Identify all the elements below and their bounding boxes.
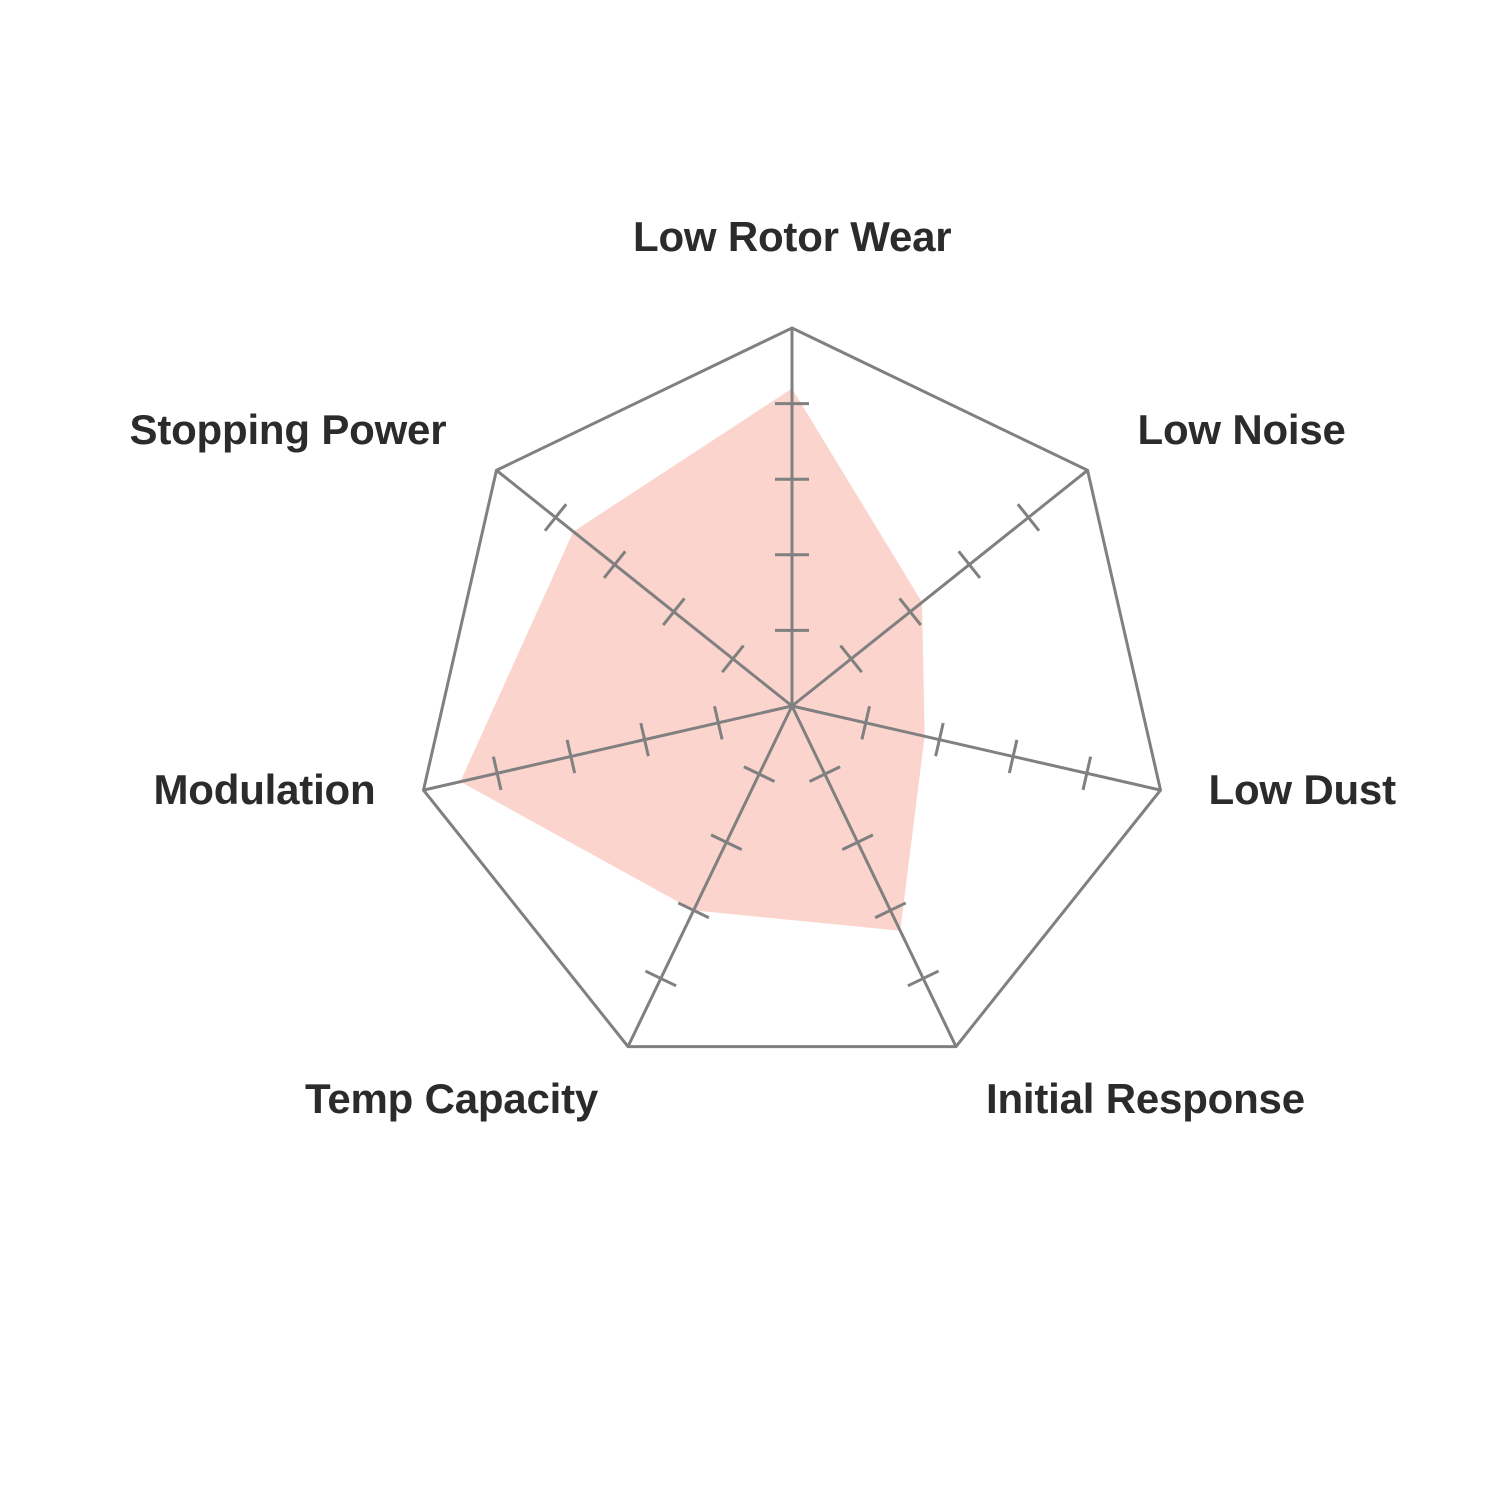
axis-tick-5-4 [491, 756, 503, 791]
series-area-group [460, 388, 925, 931]
radial-axis-6 [495, 469, 793, 708]
axis-tick-3-4 [907, 969, 940, 988]
axis-label-initial-response: Initial Response [986, 1074, 1305, 1122]
axis-tick-6-2 [662, 597, 686, 626]
grid-outline [421, 326, 1163, 1049]
axis-tick-5-2 [639, 722, 650, 757]
series-area-0 [460, 388, 925, 931]
axis-tick-4-1 [743, 765, 776, 783]
axis-tick-1-1 [839, 644, 863, 674]
axis-tick-4-3 [677, 901, 710, 920]
radial-axis-1 [791, 469, 1089, 708]
axis-tick-5-1 [713, 705, 724, 740]
outer-grid-polygon [421, 326, 1163, 1049]
axis-label-low-noise: Low Noise [1137, 406, 1346, 454]
axis-tick-2-1 [860, 705, 871, 740]
axis-tick-6-4 [543, 503, 568, 532]
axis-tick-1-3 [957, 550, 982, 579]
radial-axis-2 [791, 704, 1161, 792]
radial-axis-4 [626, 705, 794, 1048]
axis-tick-4-2 [710, 833, 743, 851]
radial-axis-5 [423, 704, 793, 792]
axis-tick-6-3 [602, 550, 627, 579]
axis-tick-1-2 [898, 597, 922, 626]
axis-tick-3-1 [808, 765, 841, 783]
axis-tick-3-2 [841, 833, 874, 851]
axis-tick-2-3 [1007, 739, 1019, 774]
axis-tick-4-4 [644, 969, 677, 988]
axis-label-low-dust: Low Dust [1208, 766, 1397, 814]
axis-tick-5-3 [565, 739, 577, 774]
axis-tick-6-1 [721, 644, 745, 674]
axis-label-temp-capacity: Temp Capacity [305, 1074, 599, 1122]
radial-axis-3 [790, 705, 958, 1048]
axis-tick-2-4 [1081, 756, 1093, 791]
axis-label-stopping-power: Stopping Power [129, 406, 447, 454]
axis-label-modulation: Modulation [153, 766, 376, 814]
axis-tick-3-3 [874, 901, 907, 920]
radial-axes-group [423, 328, 1161, 1048]
axis-label-low-rotor-wear: Low Rotor Wear [633, 213, 952, 260]
axis-tick-1-4 [1016, 503, 1041, 532]
axis-ticks-group [491, 402, 1093, 988]
axis-tick-2-2 [934, 722, 945, 757]
